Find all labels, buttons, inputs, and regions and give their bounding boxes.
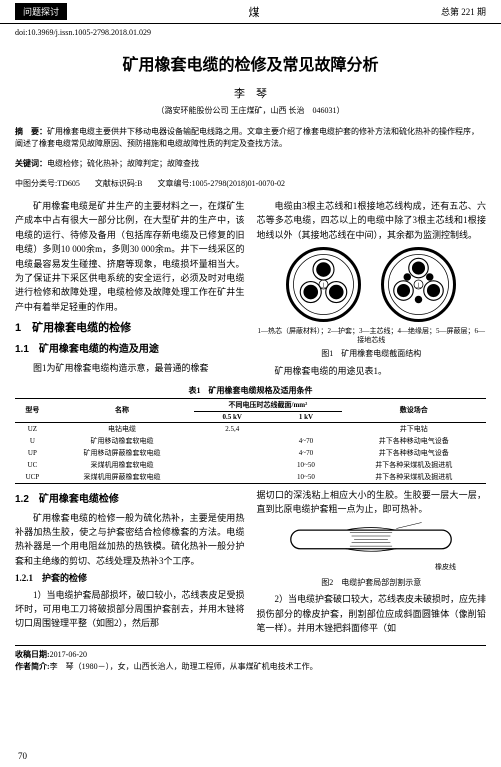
table-cell	[194, 435, 270, 447]
figure-2-caption: 图2 电缆护套局部剖割示意	[257, 577, 487, 590]
paragraph-2: 2）当电缆护套破口较大，芯线表皮未破损时，应先排损伤部分的橡皮护套，削割部位应成…	[257, 592, 487, 635]
keywords-block: 关键词：电缆检修；硫化热补；故障判定；故障查找	[0, 158, 501, 178]
right-column-lower: 据切口的深浅粘上相应大小的生胶。生胶要一层大一层，直到比原电缆护套粗一点为止，即…	[257, 488, 487, 638]
article-id: 文章编号:1005-2798(2018)01-0070-02	[157, 178, 285, 189]
paragraph-cut: 据切口的深浅粘上相应大小的生胶。生胶要一层大一层，直到比原电缆护套粗一点为止，即…	[257, 488, 487, 517]
article-title: 矿用橡套电缆的检修及常见故障分析	[0, 39, 501, 83]
heading-1: 1 矿用橡套电缆的检修	[15, 320, 245, 338]
table-cell: 4~70	[270, 435, 341, 447]
paragraph-1-2: 矿用橡套电缆的检修一般为硫化热补，主要是使用热补器加热生胶，使之与护套密结合检修…	[15, 511, 245, 569]
th-05kv: 0.5 kV	[194, 411, 270, 422]
abstract-text: 矿用橡套电缆主要供井下移动电器设备输配电线路之用。文章主要介绍了橡套电缆护套的修…	[15, 127, 479, 148]
table-cell	[194, 471, 270, 484]
table-cell: 10~50	[270, 459, 341, 471]
table-cell: 井下各种采煤机及掘进机	[342, 471, 486, 484]
receipt-date: 2017-06-20	[50, 650, 87, 659]
table-1: 型号 名称 不同电压时芯线截面/mm² 敷设场合 0.5 kV 1 kV UZ电…	[15, 398, 486, 484]
cable-cross-section-a-icon: ⊥	[286, 247, 361, 322]
classification-line: 中图分类号:TD605 文献标识码:B 文章编号:1005-2798(2018)…	[0, 178, 501, 199]
table-cell: 井下各种移动电气设备	[342, 435, 486, 447]
author-name: 李 琴	[0, 83, 501, 103]
table-cell: 2.5,4	[194, 422, 270, 435]
body-columns-lower: 1.2 矿用橡套电缆检修 矿用橡套电缆的检修一般为硫化热补，主要是使用热补器加热…	[0, 488, 501, 638]
left-column-lower: 1.2 矿用橡套电缆检修 矿用橡套电缆的检修一般为硫化热补，主要是使用热补器加热…	[15, 488, 245, 638]
table-cell	[194, 459, 270, 471]
table-cell: UZ	[15, 422, 50, 435]
keywords-text: 电缆检修；硫化热补；故障判定；故障查找	[47, 159, 199, 168]
header-issue: 总第 221 期	[441, 5, 486, 18]
table-cell: 采煤机用橡套软电缆	[50, 459, 194, 471]
th-place: 敷设场合	[342, 398, 486, 422]
th-1kv: 1 kV	[270, 411, 341, 422]
author-bio: 李 琴（1980－），女，山西长治人，助理工程师，从事煤矿机电技术工作。	[50, 662, 318, 671]
table-1-title: 表1 矿用橡套电缆规格及适用条件	[15, 385, 486, 396]
header-journal-char: 煤	[249, 4, 260, 20]
paragraph-1-2-1a: 1）当电缆护套局部损坏，破口较小，芯线表皮足受损坏时，可用电工刀将破损部分周围护…	[15, 588, 245, 631]
cable-cross-section-b-icon: ⊥	[381, 247, 456, 322]
figure-1-legend: 1—热芯（屏蔽材料）；2—护套；3—主芯线；4—绝缘层；5—屏蔽层；6—接地芯线	[257, 327, 487, 345]
clc-number: 中图分类号:TD605	[15, 178, 80, 189]
figure-1-caption: 图1 矿用橡套电缆截面结构	[257, 348, 487, 361]
header-bar: 问题探讨 煤 总第 221 期	[0, 0, 501, 24]
page-number: 70	[18, 751, 27, 761]
table-cell: 矿用移动屏蔽橡套软电缆	[50, 447, 194, 459]
heading-1-1: 1.1 矿用橡套电缆的构造及用途	[15, 342, 245, 358]
th-name: 名称	[50, 398, 194, 422]
heading-1-2: 1.2 矿用橡套电缆检修	[15, 492, 245, 508]
table-cell: 井下各种移动电气设备	[342, 447, 486, 459]
paragraph-1-1: 图1为矿用橡套电缆构造示意，最普通的橡套	[15, 361, 245, 375]
table-cell: UCP	[15, 471, 50, 484]
left-column: 矿用橡套电缆是矿井生产的主要材料之一，在煤矿生产成本中占有很大一部分比例，在大型…	[15, 199, 245, 381]
author-affiliation: （潞安环能股份公司 王庄煤矿，山西 长治 046031）	[0, 103, 501, 126]
table-cell	[270, 422, 341, 435]
table-cell: 矿用移动橡套软电缆	[50, 435, 194, 447]
heading-1-2-1: 1.2.1 护套的检修	[15, 571, 245, 585]
right-column: 电缆由3根主芯线和1根接地芯线构成，还有五芯、六芯等多芯电缆，四芯以上的电缆中除…	[257, 199, 487, 381]
th-cross-section: 不同电压时芯线截面/mm²	[194, 398, 341, 411]
table-cell	[194, 447, 270, 459]
table-cell: UC	[15, 459, 50, 471]
table-1-wrap: 表1 矿用橡套电缆规格及适用条件 型号 名称 不同电压时芯线截面/mm² 敷设场…	[0, 385, 501, 484]
table-cell: 井下电钻	[342, 422, 486, 435]
intro-paragraph: 矿用橡套电缆是矿井生产的主要材料之一，在煤矿生产成本中占有很大一部分比例，在大型…	[15, 199, 245, 314]
abstract-label: 摘 要：	[15, 127, 47, 136]
figure-1-note: 矿用橡套电缆的用途见表1。	[257, 364, 487, 378]
body-columns: 矿用橡套电缆是矿井生产的主要材料之一，在煤矿生产成本中占有很大一部分比例，在大型…	[0, 199, 501, 381]
doi-line: doi:10.3969/j.issn.1005-2798.2018.01.029	[0, 24, 501, 39]
footer-block: 收稿日期:2017-06-20 作者简介:李 琴（1980－），女，山西长治人，…	[15, 645, 486, 673]
th-type: 型号	[15, 398, 50, 422]
svg-text:⊥: ⊥	[321, 283, 327, 290]
svg-text:⊥: ⊥	[416, 283, 422, 290]
abstract-block: 摘 要：矿用橡套电缆主要供井下移动电器设备输配电线路之用。文章主要介绍了橡套电缆…	[0, 126, 501, 158]
table-cell: UP	[15, 447, 50, 459]
table-cell: 井下各种采煤机及掘进机	[342, 459, 486, 471]
table-cell: 4~70	[270, 447, 341, 459]
table-cell: 采煤机用屏蔽橡套软电缆	[50, 471, 194, 484]
table-cell: U	[15, 435, 50, 447]
header-section-tab: 问题探讨	[15, 3, 67, 20]
author-bio-label: 作者简介:	[15, 662, 50, 671]
table-cell: 10~50	[270, 471, 341, 484]
table-cell: 电钻电缆	[50, 422, 194, 435]
doc-code: 文献标识码:B	[95, 178, 143, 189]
receipt-date-label: 收稿日期:	[15, 650, 50, 659]
keywords-label: 关键词：	[15, 159, 47, 168]
right-top-paragraph: 电缆由3根主芯线和1根接地芯线构成，还有五芯、六芯等多芯电缆，四芯以上的电缆中除…	[257, 199, 487, 242]
figure-2-label: 橡皮线	[257, 562, 487, 573]
figure-1-diagram: ⊥ ⊥	[257, 247, 487, 322]
figure-2-diagram-icon	[286, 520, 456, 558]
